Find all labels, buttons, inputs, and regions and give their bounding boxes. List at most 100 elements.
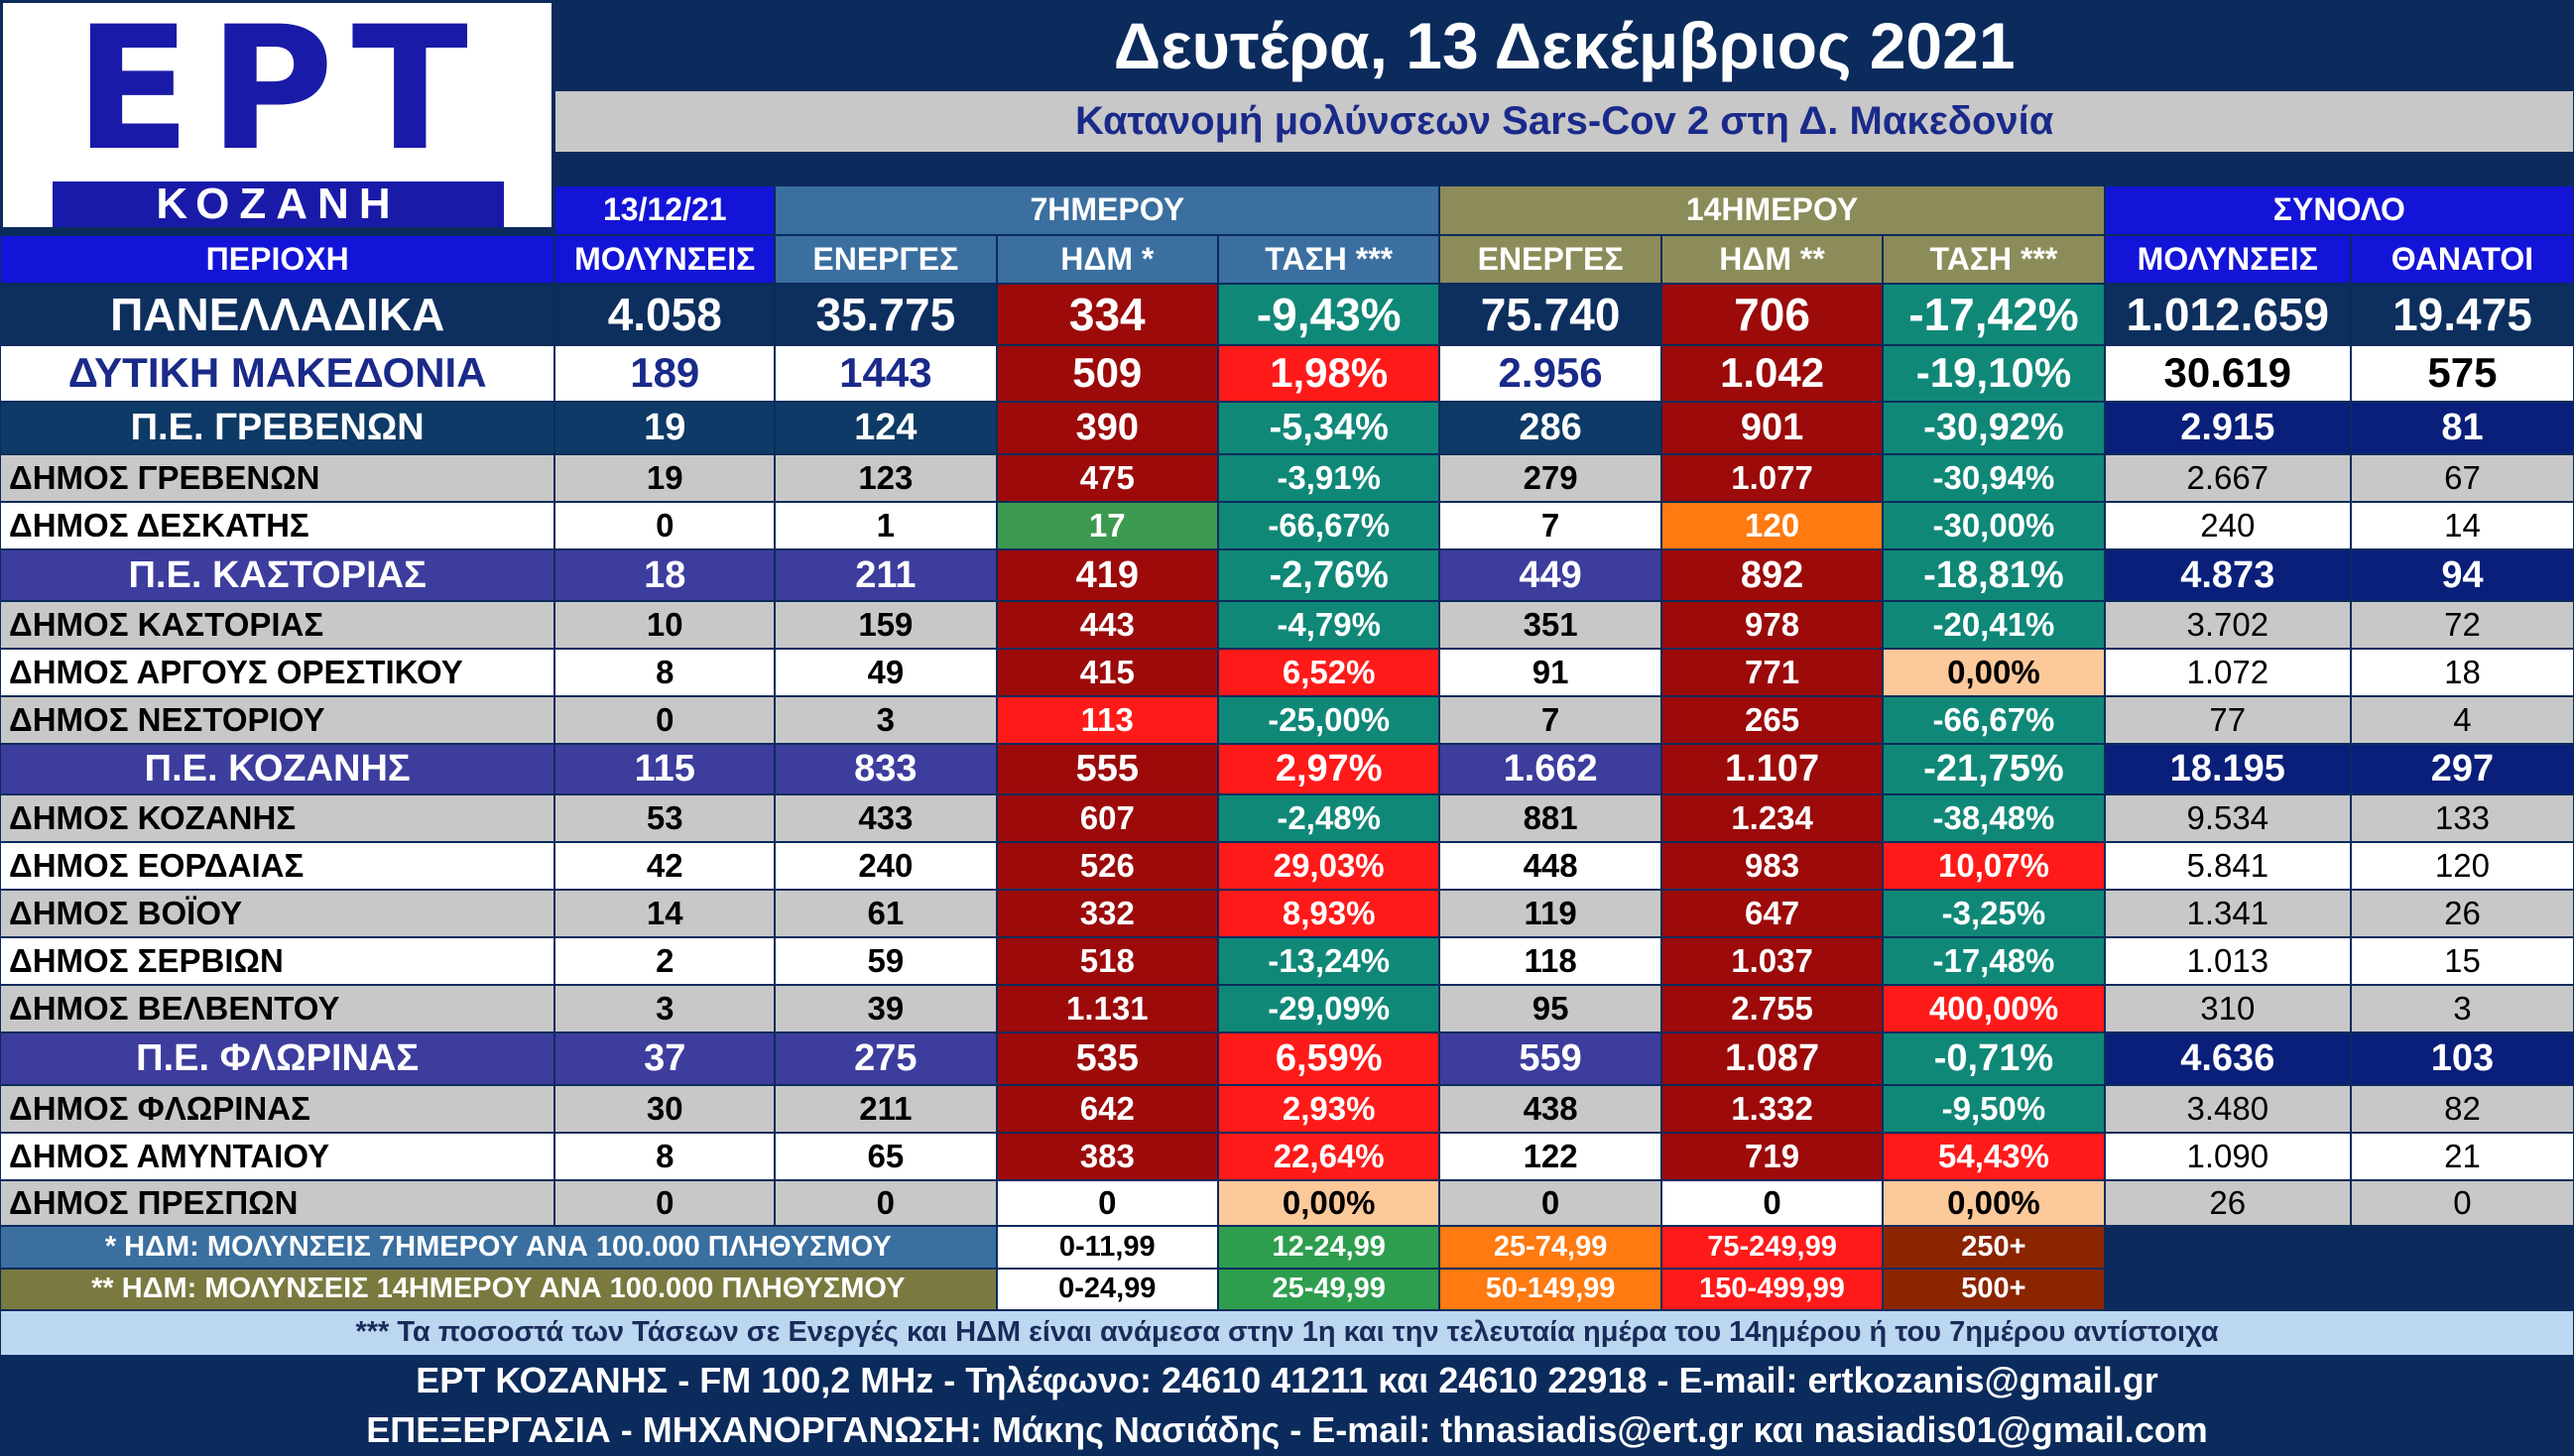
legend-range: 500+ <box>1884 1270 2104 1309</box>
value-cell: 297 <box>2351 744 2573 793</box>
value-cell: -17,48% <box>1884 937 2104 984</box>
value-cell: -3,25% <box>1884 890 2104 936</box>
value-cell: -20,41% <box>1884 601 2104 648</box>
value-cell: 535 <box>997 1032 1217 1084</box>
region-name: ΔΗΜΟΣ ΔΕΣΚΑΤΗΣ <box>1 503 554 549</box>
value-cell: 2.956 <box>1440 345 1660 402</box>
column-header: ΘΑΝΑΤΟΙ <box>2351 235 2573 284</box>
value-cell: 29,03% <box>1218 843 1439 889</box>
legend-range: 25-49,99 <box>1218 1270 1439 1309</box>
value-cell: -4,79% <box>1218 601 1439 648</box>
value-cell: 983 <box>1661 843 1883 889</box>
value-cell: 518 <box>997 937 1217 984</box>
group-header: ΣΥΝΟΛΟ <box>2105 186 2573 234</box>
value-cell: 18.195 <box>2105 744 2350 793</box>
value-cell: 310 <box>2105 985 2350 1031</box>
value-cell: 706 <box>1661 285 1883 344</box>
value-cell: 351 <box>1440 601 1660 648</box>
region-name: ΔΗΜΟΣ ΝΕΣΤΟΡΙΟΥ <box>1 696 554 743</box>
value-cell: 14 <box>2351 503 2573 549</box>
value-cell: 26 <box>2351 890 2573 936</box>
value-cell: 81 <box>2351 403 2573 454</box>
region-name: ΔΗΜΟΣ ΓΡΕΒΕΝΩΝ <box>1 455 554 502</box>
value-cell: -3,91% <box>1218 455 1439 502</box>
value-cell: 1.042 <box>1661 345 1883 402</box>
column-header: ΜΟΛΥΝΣΕΙΣ <box>2105 235 2350 284</box>
value-cell: 3 <box>776 696 996 743</box>
region-name: ΔΗΜΟΣ ΚΟΖΑΝΗΣ <box>1 795 554 841</box>
value-cell: -13,24% <box>1218 937 1439 984</box>
value-cell: 65 <box>776 1133 996 1179</box>
value-cell: 415 <box>997 649 1217 695</box>
value-cell: 103 <box>2351 1032 2573 1084</box>
value-cell: 833 <box>776 744 996 793</box>
column-header: ΜΟΛΥΝΣΕΙΣ <box>555 235 775 284</box>
value-cell: 443 <box>997 601 1217 648</box>
value-cell: 14 <box>555 890 775 936</box>
value-cell: 390 <box>997 403 1217 454</box>
value-cell: 19 <box>555 403 775 454</box>
group-header: 14ΗΜΕΡΟΥ <box>1440 186 2104 234</box>
value-cell: 3 <box>2351 985 2573 1031</box>
value-cell: -66,67% <box>1884 696 2104 743</box>
value-cell: 771 <box>1661 649 1883 695</box>
region-name: ΔΥΤΙΚΗ ΜΑΚΕΔΟΝΙΑ <box>1 345 554 402</box>
value-cell: 123 <box>776 455 996 502</box>
value-cell: 901 <box>1661 403 1883 454</box>
value-cell: 2,97% <box>1218 744 1439 793</box>
value-cell: 61 <box>776 890 996 936</box>
value-cell: 1.332 <box>1661 1085 1883 1132</box>
value-cell: 1.013 <box>2105 937 2350 984</box>
value-cell: 0,00% <box>1218 1180 1439 1226</box>
logo: ΕΡΤ ΚΟΖΑΝΗ <box>0 0 554 230</box>
value-cell: -2,76% <box>1218 550 1439 600</box>
legend-range: 75-249,99 <box>1661 1227 1883 1269</box>
value-cell: -9,50% <box>1884 1085 2104 1132</box>
value-cell: 332 <box>997 890 1217 936</box>
value-cell: 449 <box>1440 550 1660 600</box>
value-cell: 2 <box>555 937 775 984</box>
value-cell: -5,34% <box>1218 403 1439 454</box>
value-cell: 30.619 <box>2105 345 2350 402</box>
value-cell: 77 <box>2105 696 2350 743</box>
value-cell: 1.037 <box>1661 937 1883 984</box>
value-cell: 91 <box>1440 649 1660 695</box>
region-name: Π.Ε. ΚΑΣΤΟΡΙΑΣ <box>1 550 554 600</box>
title: Δευτέρα, 13 Δεκέμβριος 2021 <box>555 1 2573 90</box>
value-cell: 113 <box>997 696 1217 743</box>
value-cell: 0 <box>1440 1180 1660 1226</box>
value-cell: 19.475 <box>2351 285 2573 344</box>
value-cell: 1,98% <box>1218 345 1439 402</box>
value-cell: 10,07% <box>1884 843 2104 889</box>
value-cell: 4.058 <box>555 285 775 344</box>
column-header: ΤΑΣΗ *** <box>1884 235 2104 284</box>
legend-label: ** ΗΔΜ: ΜΟΛΥΝΣΕΙΣ 14ΗΜΕΡΟΥ ΑΝΑ 100.000 Π… <box>1 1270 996 1309</box>
value-cell: 37 <box>555 1032 775 1084</box>
value-cell: 1.341 <box>2105 890 2350 936</box>
value-cell: 15 <box>2351 937 2573 984</box>
value-cell: 2.755 <box>1661 985 1883 1031</box>
value-cell: 21 <box>2351 1133 2573 1179</box>
value-cell: 211 <box>776 550 996 600</box>
legend-range: 0-11,99 <box>997 1227 1217 1269</box>
value-cell: 49 <box>776 649 996 695</box>
group-header: 7ΗΜΕΡΟΥ <box>776 186 1439 234</box>
value-cell: 19 <box>555 455 775 502</box>
value-cell: 18 <box>2351 649 2573 695</box>
value-cell: 881 <box>1440 795 1660 841</box>
value-cell: 4 <box>2351 696 2573 743</box>
region-name: Π.Ε. ΓΡΕΒΕΝΩΝ <box>1 403 554 454</box>
value-cell: 120 <box>1661 503 1883 549</box>
value-cell: -19,10% <box>1884 345 2104 402</box>
value-cell: 438 <box>1440 1085 1660 1132</box>
value-cell: 95 <box>1440 985 1660 1031</box>
value-cell: 211 <box>776 1085 996 1132</box>
value-cell: 0 <box>776 1180 996 1226</box>
value-cell: 275 <box>776 1032 996 1084</box>
region-name: ΔΗΜΟΣ ΕΟΡΔΑΙΑΣ <box>1 843 554 889</box>
region-name: ΔΗΜΟΣ ΒΕΛΒΕΝΤΟΥ <box>1 985 554 1031</box>
value-cell: 1 <box>776 503 996 549</box>
value-cell: 75.740 <box>1440 285 1660 344</box>
value-cell: 1.012.659 <box>2105 285 2350 344</box>
value-cell: 448 <box>1440 843 1660 889</box>
